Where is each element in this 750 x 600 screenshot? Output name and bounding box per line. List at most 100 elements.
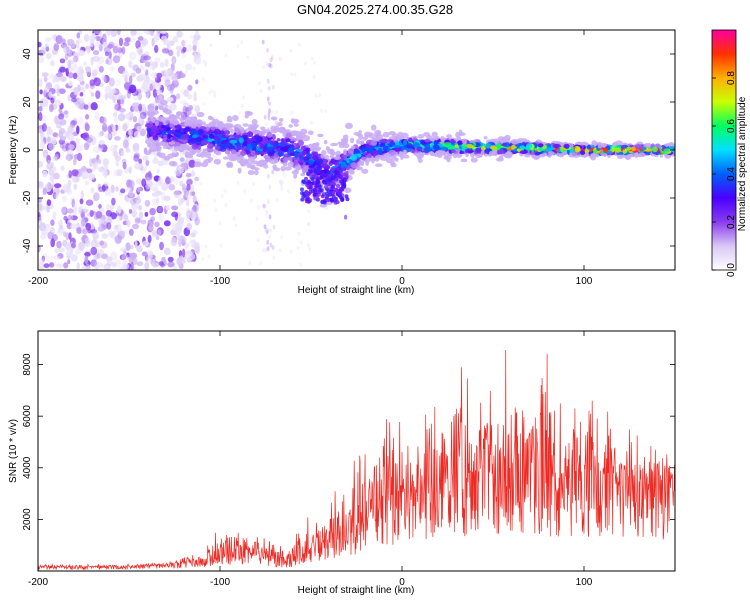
spectrogram-cell (219, 243, 223, 248)
spectrogram-cell (310, 177, 315, 182)
spectrogram-cell (168, 140, 176, 145)
spectrogram-cell (120, 188, 126, 194)
spectrogram-cell (306, 222, 310, 227)
spectrogram-cell (100, 241, 108, 249)
spectrogram-cell (56, 88, 61, 97)
spectrogram-cell (150, 71, 158, 78)
spectrogram-cell (205, 126, 210, 132)
spectrogram-cell (171, 211, 179, 218)
spectrogram-cell (380, 142, 386, 147)
spectrogram-cell (278, 248, 282, 253)
spectrogram-cell (59, 119, 67, 126)
spectrogram-cell (204, 61, 208, 65)
spectrogram-cell (181, 143, 188, 151)
spectrogram-cell (224, 53, 228, 58)
spectrogram-cell (128, 84, 137, 94)
spectrogram-cell (148, 148, 153, 153)
spectrogram-cell (165, 204, 171, 211)
spectrogram-cell (106, 203, 110, 212)
spectrogram-cell (283, 173, 287, 178)
spectrogram-cell (76, 262, 81, 270)
spectrogram-cell (77, 38, 83, 44)
spectrogram-cell (142, 155, 149, 161)
spectrogram-cell (443, 142, 452, 147)
spectrogram-cell (289, 249, 293, 254)
spectrogram-cell (184, 121, 190, 127)
spectrogram-cell (111, 197, 116, 206)
spectrogram-cell (104, 51, 109, 57)
spectrogram-cell (519, 150, 528, 155)
spectrogram-cell (184, 153, 190, 159)
spectrogram-cell (196, 215, 200, 220)
spectrogram-cell (118, 95, 126, 101)
spectrogram-cell (261, 39, 265, 45)
spectrogram-cell (128, 228, 134, 236)
spectrogram-cell (368, 132, 375, 139)
spectrogram-cell (189, 239, 196, 245)
spectrogram-cell (334, 177, 339, 182)
spectrogram-cell (293, 123, 299, 127)
spectrogram-cell (613, 147, 621, 152)
spectrogram-cell (259, 261, 262, 266)
spectrogram-cell (213, 128, 221, 135)
spectrogram-cell (318, 176, 323, 180)
spectrogram-cell (192, 66, 196, 71)
spectrogram-cell (85, 263, 90, 270)
spectrogram-cell (147, 170, 152, 179)
snr-xtick-label: -100 (210, 577, 230, 588)
spectrogram-cell (389, 160, 396, 166)
spectrogram-cell (83, 61, 88, 67)
spectrogram-cell (431, 131, 438, 138)
spectrogram-cell (125, 186, 132, 192)
spectrogram-cell (116, 30, 121, 36)
spectrogram-cell (266, 131, 273, 138)
spectrogram-cell (52, 156, 58, 162)
spectrogram-cell (92, 50, 100, 56)
spectrogram-cell (154, 221, 160, 228)
spectrogram-cell (591, 140, 598, 147)
spectrogram-cell (100, 263, 104, 269)
spectrogram-cell (38, 197, 43, 203)
spectrogram-cell (113, 151, 119, 158)
spectrogram-cell (168, 49, 174, 57)
spectrogram-cell (84, 123, 90, 132)
spectrogram-cell (429, 137, 436, 142)
spectrogram-cell (137, 116, 143, 124)
spectrogram-cell (327, 170, 332, 175)
spectrogram-cell (277, 122, 283, 127)
spectrogram-cell (75, 137, 80, 144)
spectrogram-cell (61, 206, 68, 215)
spectrogram-cell (140, 168, 146, 174)
spectrogram-cell (269, 242, 273, 248)
spectrogram-cell (202, 134, 209, 139)
spectrogram-cell (224, 203, 228, 208)
spectrogram-ytick-label: -40 (22, 238, 33, 253)
spectrogram-cell (560, 146, 564, 153)
spectrogram-cell (74, 248, 81, 255)
spectrogram-cell (597, 142, 602, 149)
spectrogram-cell (218, 221, 222, 226)
spectrogram-cell (280, 146, 287, 152)
spectrogram-cell (282, 140, 288, 146)
spectrogram-cell (247, 156, 256, 163)
spectrogram-cell (42, 170, 48, 178)
spectrogram-cell (112, 45, 119, 54)
spectrogram-cell (118, 53, 123, 59)
spectrogram-cell (76, 125, 80, 135)
spectrogram-cell (110, 30, 117, 38)
spectrogram-cell (75, 144, 82, 154)
spectrogram-cell (165, 120, 170, 124)
spectrogram-cell (176, 50, 180, 57)
spectrogram-cell (38, 182, 44, 190)
spectrogram-cell (204, 63, 208, 68)
spectrogram-cell (176, 230, 181, 240)
spectrogram-cell (327, 182, 332, 187)
spectrogram-cell (672, 150, 675, 157)
spectrogram-cell (137, 91, 142, 101)
spectrogram-cell (622, 149, 628, 154)
spectrogram-cell (240, 103, 244, 108)
spectrogram-cell (140, 219, 147, 225)
spectrogram-cell (318, 93, 322, 98)
spectrogram-cell (41, 230, 48, 236)
spectrogram-cell (84, 255, 89, 264)
